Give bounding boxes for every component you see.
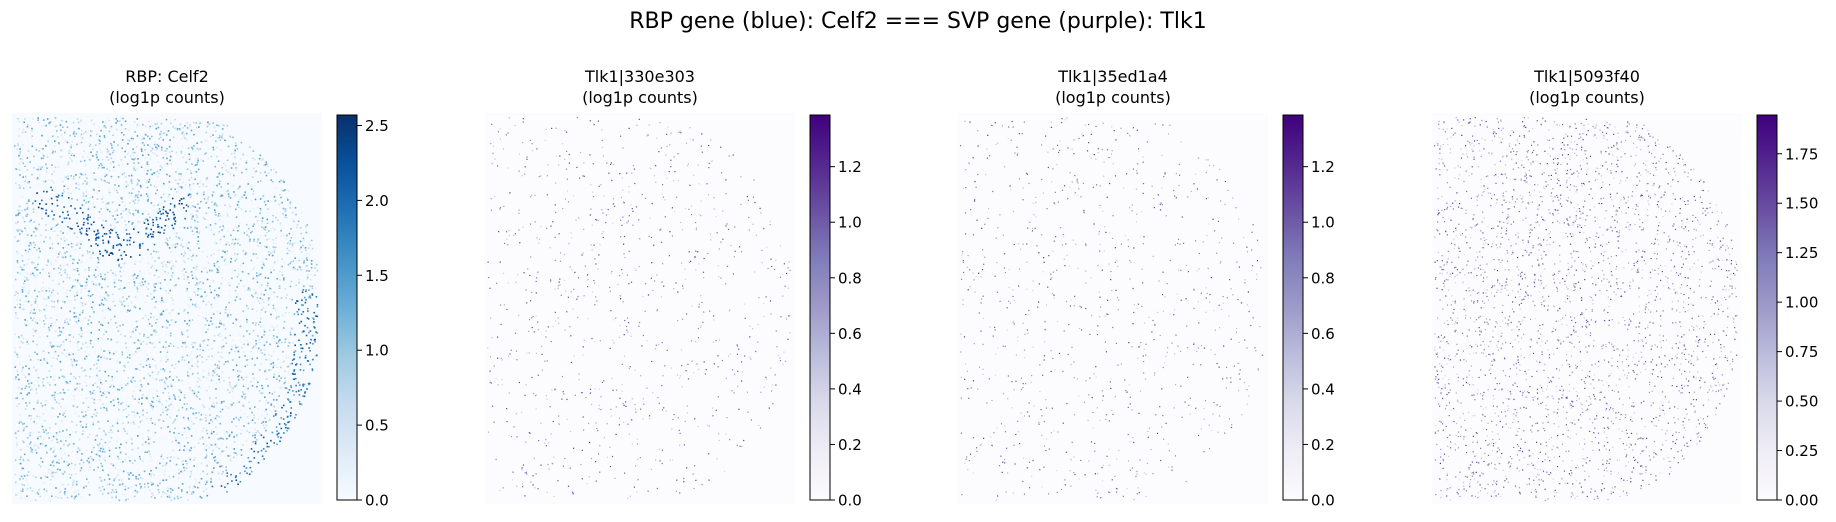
colorbar-tick-label: 0.6: [1311, 325, 1335, 343]
panel-title-line2: (log1p counts): [1529, 88, 1645, 107]
panel-title-line1: RBP: Celf2: [125, 67, 209, 86]
colorbar: [1282, 114, 1304, 501]
heatmap-spots: [960, 117, 1264, 501]
panel-title-line2: (log1p counts): [109, 88, 225, 107]
colorbar-tick-label: 0.50: [1785, 393, 1818, 411]
colorbar-tick-label: 1.2: [1311, 158, 1335, 176]
panel-title-line1: Tlk1|5093f40: [1533, 67, 1640, 86]
colorbar-tick-label: 0.25: [1785, 442, 1818, 460]
panel-1: RBP: Celf2 (log1p counts) 0.0 0.5 1.0 1.5 2.0 2…: [12, 67, 389, 510]
colorbar-tick-label: 1.0: [838, 214, 862, 232]
colorbar-tick-label: 0.75: [1785, 343, 1818, 361]
colorbar-tick-label: 0.2: [1311, 436, 1335, 454]
colorbar-tick-label: 1.5: [365, 267, 389, 285]
colorbar-tick-label: 2.5: [365, 117, 389, 135]
colorbar: [1756, 114, 1778, 501]
colorbar: [336, 114, 358, 501]
figure-suptitle: RBP gene (blue): Celf2 === SVP gene (pur…: [629, 9, 1207, 34]
colorbar-tick-label: 1.50: [1785, 195, 1818, 213]
colorbar-tick-label: 1.00: [1785, 294, 1818, 312]
colorbar-tick-label: 0.00: [1785, 492, 1818, 510]
heatmap-background: [958, 113, 1268, 504]
colorbar-tick-label: 0.0: [838, 492, 862, 510]
panel-3: Tlk1|35ed1a4 (log1p counts) 0.0 0.2 0.4 0.6 0.…: [958, 67, 1335, 510]
colorbar-tick-label: 1.2: [838, 158, 862, 176]
colorbar: [809, 114, 831, 501]
colorbar-tick-label: 1.25: [1785, 244, 1818, 262]
heatmap-spots: [487, 117, 791, 499]
heatmap-background: [1432, 113, 1742, 504]
colorbar-tick-label: 1.0: [1311, 214, 1335, 232]
colorbar-tick-label: 2.0: [365, 192, 389, 210]
colorbar-tick-label: 0.2: [838, 436, 862, 454]
panel-title-line2: (log1p counts): [1055, 88, 1171, 107]
colorbar-tick-label: 1.75: [1785, 145, 1818, 163]
colorbar-tick-label: 0.6: [838, 325, 862, 343]
panel-4: Tlk1|5093f40 (log1p counts) 0.00 0.25 0.50 0.…: [1432, 67, 1818, 510]
heatmap-background: [12, 113, 322, 504]
heatmap-spots: [1434, 117, 1738, 502]
colorbar-tick-label: 0.4: [838, 380, 862, 398]
colorbar-tick-label: 0.0: [1311, 492, 1335, 510]
heatmap-spots: [14, 117, 319, 502]
heatmap-background: [485, 113, 795, 504]
panel-title-line1: Tlk1|330e303: [584, 67, 695, 86]
colorbar-tick-label: 0.8: [838, 269, 862, 287]
colorbar-tick-label: 1.0: [365, 342, 389, 360]
panel-title-line1: Tlk1|35ed1a4: [1057, 67, 1168, 86]
panel-2: Tlk1|330e303 (log1p counts) 0.0 0.2 0.4 0.6 0.…: [485, 67, 862, 510]
colorbar-tick-label: 0.5: [365, 417, 389, 435]
colorbar-tick-label: 0.8: [1311, 269, 1335, 287]
colorbar-tick-label: 0.4: [1311, 380, 1335, 398]
colorbar-tick-label: 0.0: [365, 492, 389, 510]
panel-title-line2: (log1p counts): [582, 88, 698, 107]
